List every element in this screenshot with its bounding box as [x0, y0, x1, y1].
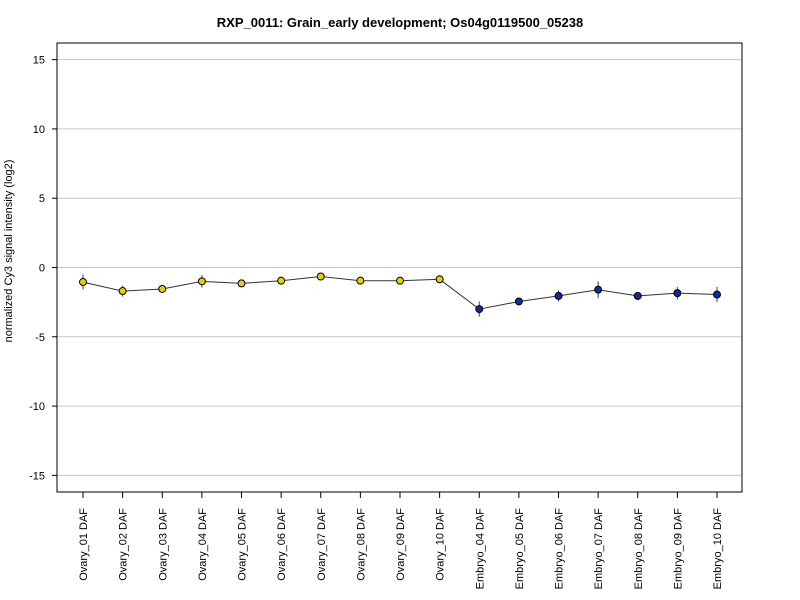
data-point — [118, 287, 127, 296]
x-tick-label: Embryo_09 DAF — [672, 508, 684, 590]
data-point — [356, 276, 365, 285]
x-tick-label: Ovary_04 DAF — [197, 508, 209, 581]
x-tick-label: Ovary_05 DAF — [237, 508, 249, 581]
data-series — [79, 272, 721, 317]
y-tick-label: -5 — [35, 332, 45, 344]
x-tick-label: Ovary_10 DAF — [435, 508, 447, 581]
x-tick-label: Ovary_01 DAF — [78, 508, 90, 581]
data-point — [237, 279, 246, 288]
data-point — [277, 276, 286, 285]
y-tick-label: 15 — [33, 55, 45, 67]
data-point — [396, 276, 404, 285]
x-tick-label: Ovary_07 DAF — [316, 508, 328, 581]
x-axis: Ovary_01 DAF Ovary_02 DAF Ovary_03 DAF Ovar… — [78, 492, 724, 589]
data-point — [158, 284, 167, 293]
x-tick-label: Embryo_05 DAF — [514, 508, 526, 590]
data-point — [475, 305, 484, 314]
y-tick-label: -10 — [29, 401, 45, 413]
y-axis: 15 10 5 0 -5 -10 -15 — [29, 55, 57, 482]
y-tick-label: 10 — [33, 124, 45, 136]
data-point — [594, 285, 603, 294]
y-tick-label: 5 — [39, 193, 45, 205]
x-tick-label: Ovary_06 DAF — [276, 508, 288, 581]
x-tick-label: Ovary_03 DAF — [157, 508, 169, 581]
data-point — [673, 289, 682, 298]
x-tick-label: Ovary_08 DAF — [355, 508, 367, 581]
x-tick-label: Embryo_07 DAF — [593, 508, 605, 590]
grid-lines — [57, 59, 742, 476]
y-axis-label: normalized Cy3 signal intensity (log2) — [3, 160, 15, 343]
data-point — [435, 275, 444, 284]
x-tick-label: Embryo_10 DAF — [712, 508, 724, 590]
x-tick-label: Embryo_04 DAF — [474, 508, 486, 590]
x-tick-label: Embryo_08 DAF — [633, 508, 645, 590]
data-point — [633, 291, 642, 300]
data-point — [197, 277, 206, 286]
data-point — [713, 290, 721, 299]
data-point — [514, 297, 523, 306]
data-point — [554, 291, 563, 300]
chart-title: RXP_0011: Grain_early development; Os04g… — [217, 15, 583, 30]
x-tick-label: Ovary_02 DAF — [118, 508, 130, 581]
data-point — [79, 278, 87, 287]
x-tick-label: Ovary_09 DAF — [395, 508, 407, 581]
x-tick-label: Embryo_06 DAF — [554, 508, 566, 590]
y-tick-label: 0 — [39, 263, 45, 275]
y-tick-label: -15 — [29, 470, 45, 482]
data-point — [316, 272, 325, 281]
